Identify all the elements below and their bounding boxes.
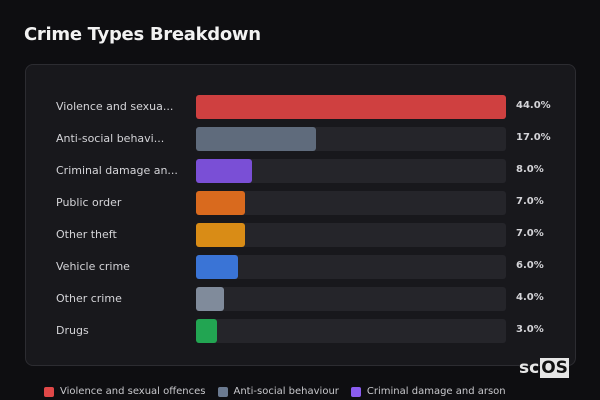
bar [196, 127, 316, 151]
bar [196, 287, 225, 311]
bar-row: Other crime 4.0% [26, 287, 575, 311]
category-label: Other theft [56, 228, 117, 241]
bar-row: Vehicle crime 6.0% [26, 255, 575, 279]
legend-label: Anti-social behaviour [233, 386, 339, 397]
value-label: 4.0% [516, 292, 544, 303]
legend-swatch [350, 386, 361, 397]
legend-swatch [44, 386, 54, 397]
category-label: Drugs [56, 324, 89, 337]
bar-row: Criminal damage an... 8.0% [26, 159, 575, 183]
bar [196, 319, 218, 343]
category-label: Public order [56, 196, 122, 209]
bar-row: Other theft 7.0% [26, 223, 575, 247]
category-label: Violence and sexua... [56, 100, 174, 113]
bar [196, 223, 246, 247]
bar [196, 95, 506, 119]
bar-track [196, 287, 506, 311]
category-label: Anti-social behavi... [56, 132, 165, 145]
bar-row: Public order 7.0% [26, 191, 575, 215]
bar-track [196, 255, 506, 279]
value-label: 6.0% [516, 260, 544, 271]
bar-track [196, 127, 506, 151]
category-label: Criminal damage an... [56, 164, 178, 177]
bar [196, 255, 239, 279]
bar-row: Violence and sexua... 44.0% [26, 95, 575, 119]
scos-logo: sc OS [518, 358, 569, 378]
chart-card: Violence and sexua... 44.0% Anti-social b… [25, 64, 576, 366]
logo-text: sc [519, 358, 540, 378]
legend-label: Criminal damage and arson [366, 386, 506, 397]
bar [196, 191, 246, 215]
value-label: 17.0% [516, 132, 551, 143]
value-label: 44.0% [516, 100, 551, 111]
bar-row: Drugs 3.0% [26, 319, 575, 343]
bar [196, 159, 253, 183]
chart-title: Crime Types Breakdown [24, 24, 261, 45]
bar-track [196, 319, 506, 343]
category-label: Vehicle crime [56, 260, 130, 273]
value-label: 3.0% [516, 324, 544, 335]
bar-track [196, 223, 506, 247]
bar-track [196, 191, 506, 215]
legend-item: Criminal damage and arson [350, 386, 506, 397]
bar-row: Anti-social behavi... 17.0% [26, 127, 575, 151]
value-label: 7.0% [516, 228, 544, 239]
bar-track [196, 159, 506, 183]
legend-item: Violence and sexual offences [44, 386, 206, 397]
bar-track [196, 95, 506, 119]
legend-swatch [217, 386, 228, 397]
legend-item: Anti-social behaviour [217, 386, 339, 397]
legend: Violence and sexual offences Anti-social … [44, 386, 506, 397]
logo-box-text: OS [540, 358, 569, 378]
value-label: 8.0% [516, 164, 544, 175]
legend-label: Violence and sexual offences [60, 386, 206, 397]
category-label: Other crime [56, 292, 122, 305]
value-label: 7.0% [516, 196, 544, 207]
